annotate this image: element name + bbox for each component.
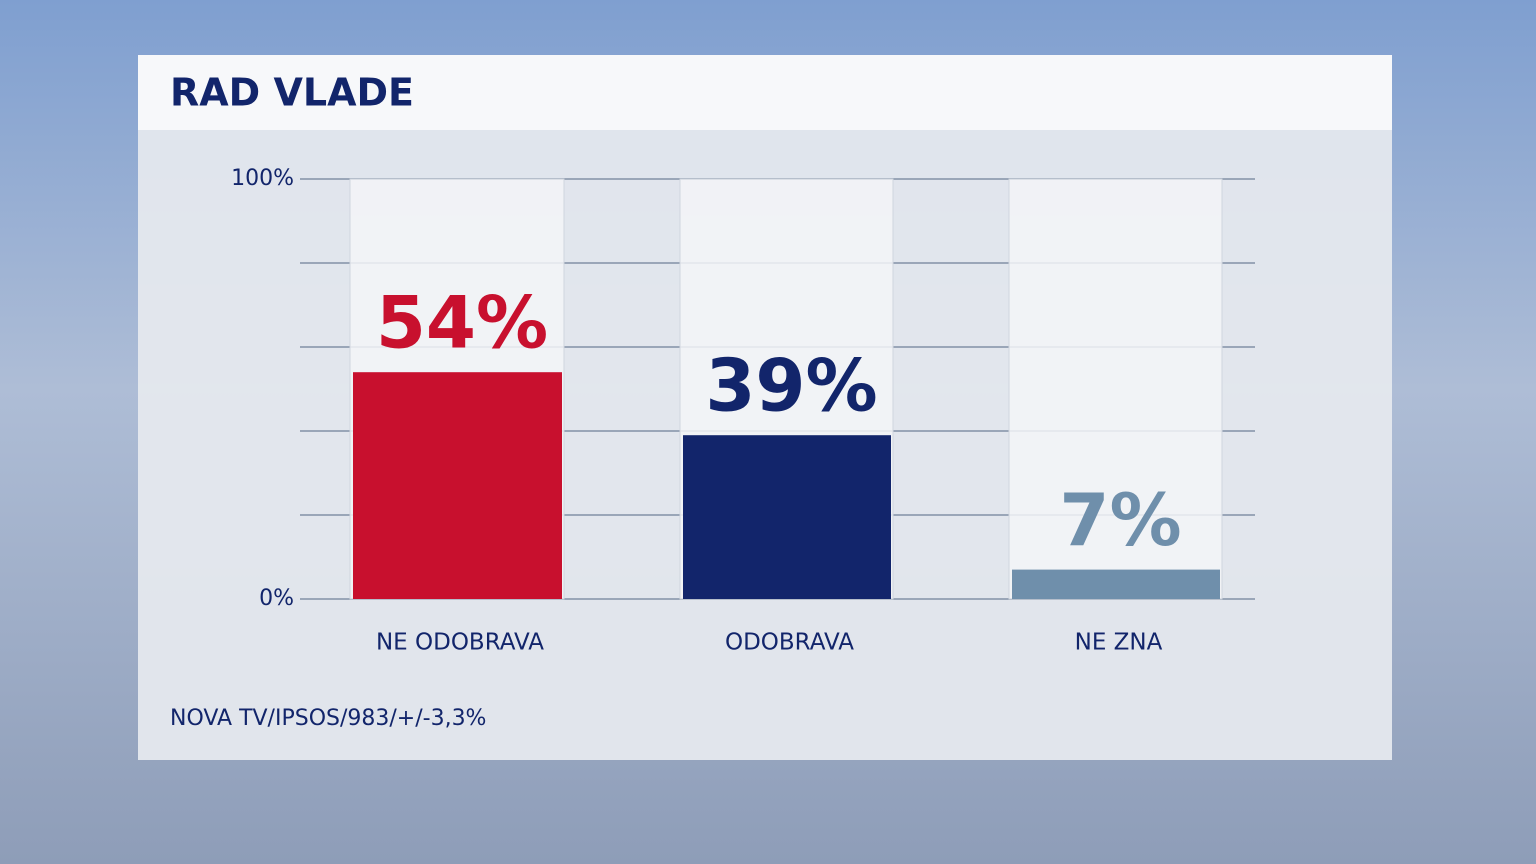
value-label: 39% <box>705 344 877 428</box>
bar <box>353 372 562 599</box>
y-tick-label: 0% <box>259 586 294 611</box>
bar <box>1012 569 1220 599</box>
value-label: 7% <box>1059 478 1181 562</box>
value-label: 54% <box>376 281 548 365</box>
y-tick-label: 100% <box>231 166 294 191</box>
x-tick-label: NE ZNA <box>1075 630 1163 656</box>
x-tick-label: NE ODOBRAVA <box>376 630 544 656</box>
plot: 0% 100% 54% NE ODOBRAVA 39% ODOBRAVA 7% NE ZNA <box>231 166 1255 656</box>
column-box <box>1008 178 1223 600</box>
x-tick-label: ODOBRAVA <box>725 630 854 656</box>
source: NOVA TV/IPSOS/983/+/-3,3% <box>170 706 486 731</box>
header <box>138 55 1392 130</box>
bar <box>683 435 891 599</box>
chart-title: RAD VLADE <box>170 71 414 115</box>
